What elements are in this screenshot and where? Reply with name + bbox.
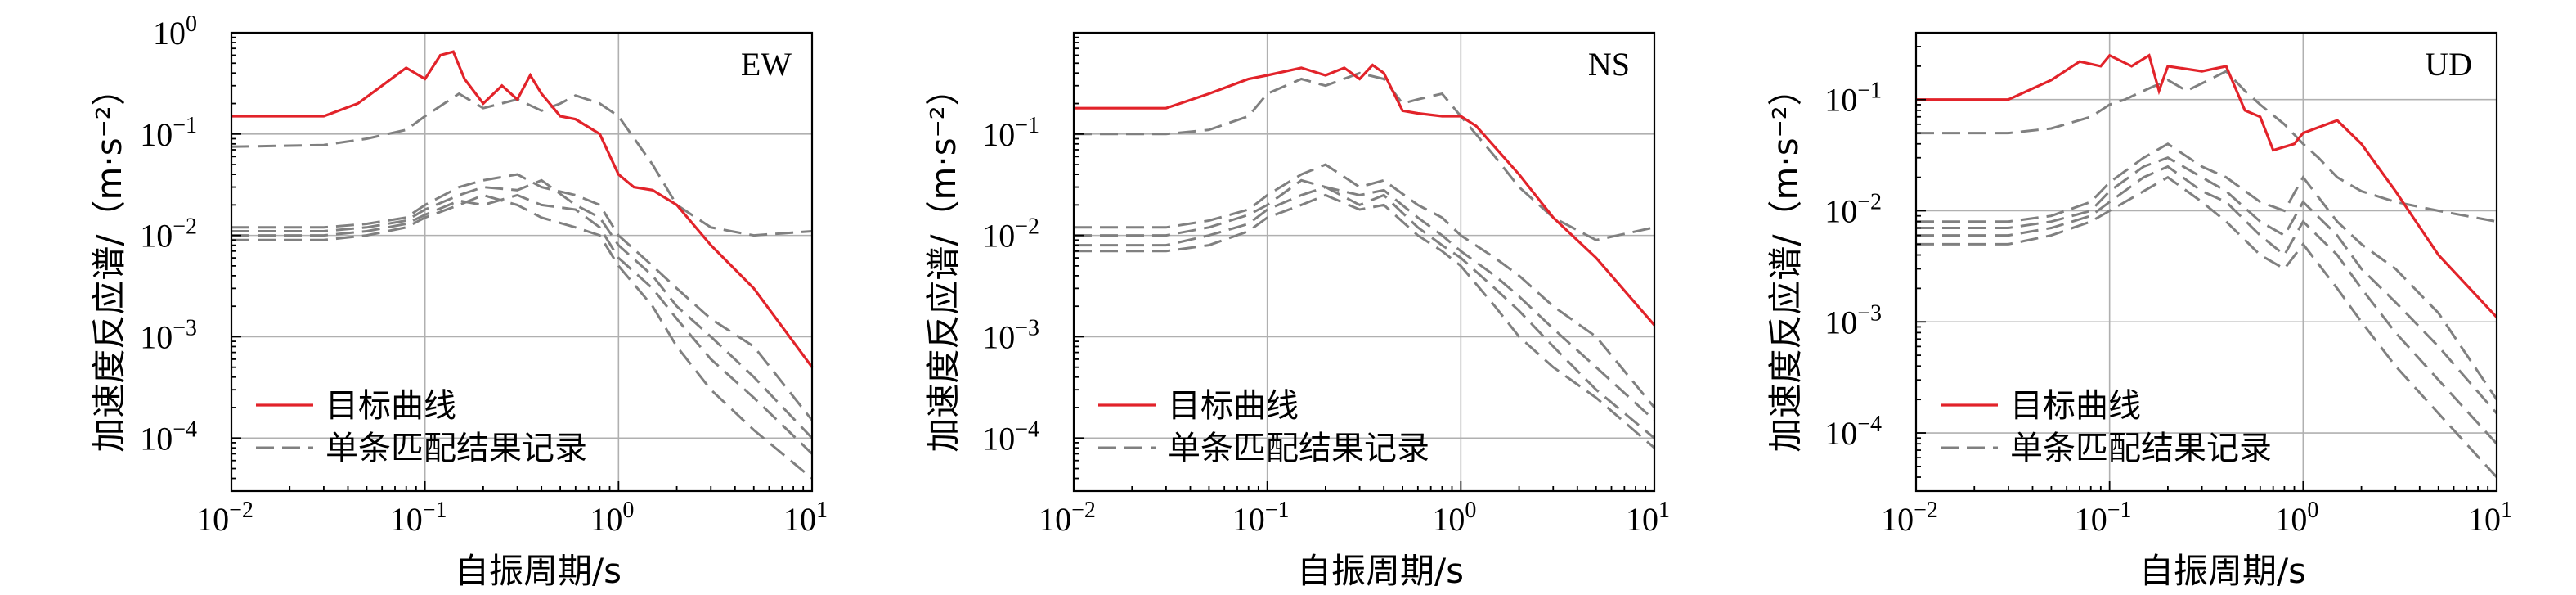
legend-label-record: 单条匹配结果记录 [1168,430,1429,467]
y-tick-label: 10−1 [1824,79,1882,119]
series-line-record [1916,175,2498,479]
x-tick-label: 10−2 [1039,498,1096,538]
series-line-record [231,193,814,455]
legend-label-target: 目标曲线 [2010,387,2141,425]
series-line-record [231,178,814,439]
y-tick-label: 10−3 [140,315,197,355]
x-tick-label: 100 [1432,498,1476,538]
legend-label-target: 目标曲线 [1168,387,1299,425]
series-line-record [1916,165,2498,445]
panel-title: EW [741,46,792,83]
panel-title: UD [2425,46,2472,83]
y-axis-label: 加速度反应谱/（m·s⁻²） [89,71,129,452]
series-line-record [1074,71,1655,241]
y-tick-label: 10−3 [1824,300,1882,340]
x-tick-label: 100 [590,498,634,538]
series-line-record [1074,193,1655,449]
legend-label-record: 单条匹配结果记录 [325,430,587,467]
y-tick-label: 100 [153,11,197,52]
x-axis-label: 自振周期/s [2139,551,2306,591]
x-axis-label: 自振周期/s [455,551,622,591]
y-tick-label: 10−2 [1824,189,1882,229]
legend: 目标曲线 单条匹配结果记录 [1941,387,2272,467]
series-line-record [1916,156,2498,415]
series-line-record [1074,178,1656,421]
y-tick-label: 10−4 [982,417,1039,457]
x-tick-label: 10−2 [196,498,254,538]
x-tick-label: 10−1 [390,498,447,538]
series-line-record [1916,142,2498,400]
series-line-record [231,173,814,421]
series-line-target [231,50,814,368]
x-tick-label: 101 [2468,498,2512,538]
x-axis-label: 自振周期/s [1297,551,1464,591]
legend-label-record: 单条匹配结果记录 [2010,430,2272,467]
series-line-record [1916,70,2497,223]
series-line-record [231,92,813,237]
y-tick-label: 10−1 [140,113,197,153]
plot-frame [1072,31,1656,493]
series-line-record [1074,163,1656,408]
y-axis-label: 加速度反应谱/（m·s⁻²） [923,71,963,452]
x-tick-label: 101 [1626,498,1670,538]
x-tick-label: 100 [2274,498,2318,538]
series-line-target [1074,63,1656,327]
y-tick-label: 10−2 [982,214,1039,255]
y-tick-label: 10−3 [982,315,1039,355]
chart-panel-ew: EW 自振周期/s 加速度反应谱/（m·s⁻²） 目标曲线 单条匹配结果记录 1… [89,11,828,591]
x-tick-label: 10−2 [1881,498,1938,538]
chart-panel-ns: NS 自振周期/s 加速度反应谱/（m·s⁻²） 目标曲线 单条匹配结果记录 1… [923,31,1670,591]
legend-label-target: 目标曲线 [325,387,456,425]
legend: 目标曲线 单条匹配结果记录 [256,387,587,467]
legend: 目标曲线 单条匹配结果记录 [1098,387,1429,467]
x-tick-label: 10−1 [1232,498,1290,538]
plot-frame [1914,31,2498,493]
series-line-record [231,193,813,480]
series-line-record [1074,185,1655,439]
y-tick-label: 10−1 [982,113,1039,153]
y-tick-label: 10−4 [140,417,197,457]
plot-frame [230,31,814,493]
y-axis-label: 加速度反应谱/（m·s⁻²） [1766,71,1806,452]
x-tick-label: 10−1 [2075,498,2132,538]
panel-title: NS [1588,46,1630,83]
series-line-target [1916,53,2498,318]
chart-panel-ud: UD 自振周期/s 加速度反应谱/（m·s⁻²） 目标曲线 单条匹配结果记录 1… [1766,31,2512,591]
y-tick-label: 10−4 [1824,412,1882,452]
y-tick-label: 10−2 [140,214,197,255]
x-tick-label: 101 [783,498,828,538]
